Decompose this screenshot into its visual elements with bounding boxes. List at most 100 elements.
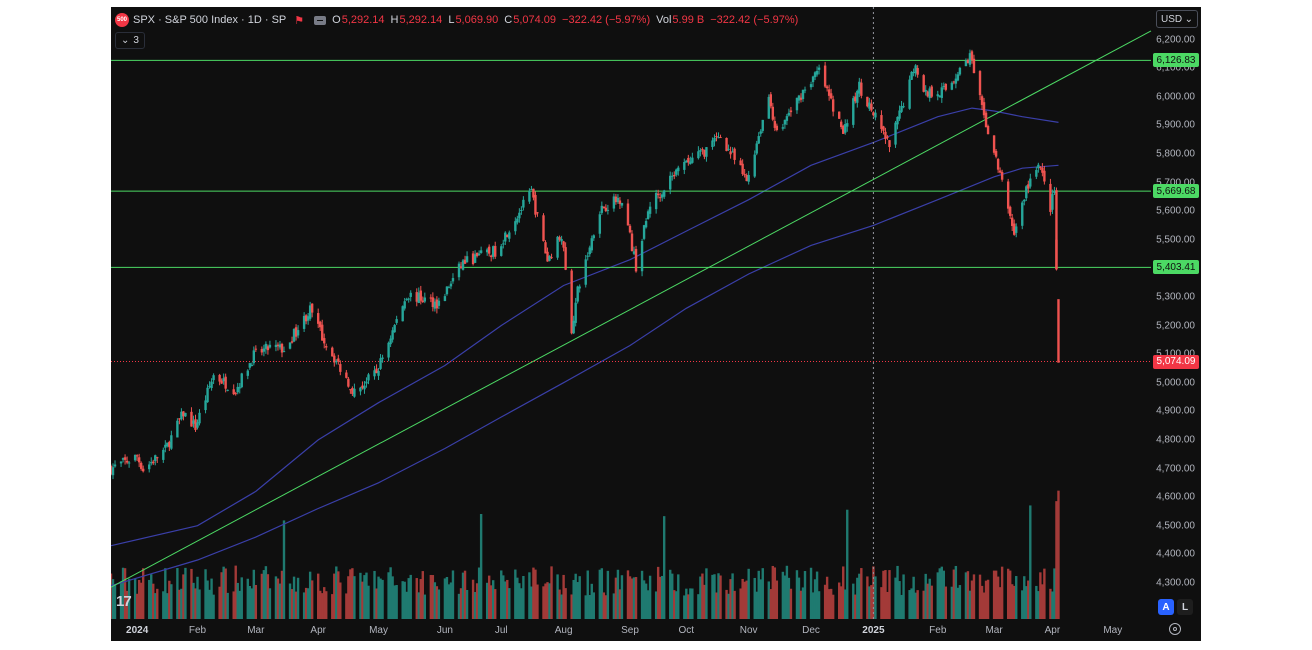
volume-bar [1008, 570, 1012, 619]
volume-bar [449, 582, 453, 619]
candle-body [1025, 186, 1028, 199]
volume-bar [433, 582, 437, 619]
candle [606, 204, 610, 215]
chart-panel[interactable]: 500 SPX · S&P 500 Index · 1D · SP ⚑ O 5,… [111, 7, 1201, 641]
volume-bar [691, 588, 694, 619]
volume-bar [634, 577, 638, 619]
candle [733, 147, 736, 165]
currency-select[interactable]: USD ⌄ [1156, 10, 1198, 28]
candle-body [703, 149, 706, 157]
volume-bar [803, 571, 807, 619]
candle-body [705, 147, 708, 157]
candle [886, 135, 889, 140]
level-price-label[interactable]: 6,126.83 [1153, 53, 1199, 68]
candle [956, 71, 960, 82]
volume-bar [1057, 490, 1060, 619]
candle [381, 354, 384, 363]
time-axis[interactable]: 2024 Feb Mar Apr May Jun Jul Aug Sep Oct Nov Dec 202… [111, 619, 1151, 641]
volume-bar [250, 588, 254, 619]
candle [465, 251, 469, 263]
candle-body [640, 241, 644, 272]
volume-bar [586, 570, 589, 619]
candle-body [743, 174, 746, 176]
volume-bar [701, 573, 704, 619]
candle-body [715, 136, 718, 138]
volume-bar [813, 579, 817, 619]
volume-bar [154, 593, 157, 619]
candle [407, 297, 410, 303]
volume-bar [367, 585, 370, 619]
candle [349, 389, 352, 394]
volume-bar [620, 575, 624, 619]
level-price-label[interactable]: 5,669.68 [1153, 184, 1199, 199]
symbol-title[interactable]: SPX · S&P 500 Index · 1D · SP [133, 14, 287, 26]
volume-bar [111, 579, 115, 619]
eye-icon[interactable] [314, 15, 327, 25]
candle-body [598, 214, 602, 234]
candle [421, 296, 424, 303]
candle-body [502, 243, 505, 245]
level-price-label[interactable]: 5,403.41 [1153, 260, 1199, 275]
volume-bar [528, 572, 531, 619]
time-tick-label: May [369, 625, 388, 636]
candle [429, 294, 433, 303]
indicators-toggle[interactable]: ⌄ 3 [115, 32, 145, 49]
candle [872, 111, 875, 117]
tradingview-logo[interactable]: 17 [116, 593, 132, 610]
volume-bar [886, 591, 889, 619]
volume-bar [856, 577, 859, 619]
candle [888, 140, 891, 153]
candle [846, 119, 849, 132]
candle-body [556, 236, 559, 258]
auto-scale-button[interactable]: A [1158, 599, 1174, 615]
price-axis[interactable]: 4,300.00 4,400.00 4,500.00 4,600.00 4,700.00… [1151, 7, 1201, 619]
current-price-label[interactable]: 5,074.09 [1153, 354, 1199, 369]
volume-bar [423, 594, 427, 619]
candle-body [1023, 199, 1026, 202]
candle [290, 336, 294, 344]
volume-bar [928, 578, 931, 619]
volume-bar [196, 576, 199, 619]
volume-bar [986, 579, 990, 619]
flag-icon[interactable]: ⚑ [294, 14, 305, 27]
moving-average-line-2 [111, 164, 1059, 587]
volume-bar [966, 571, 970, 619]
volume-bar [908, 590, 911, 619]
candle-body [658, 197, 662, 199]
candle [980, 94, 984, 110]
volume-bar [783, 575, 787, 619]
candle-body [747, 175, 750, 182]
candle-body [560, 239, 563, 242]
candle-body [252, 350, 256, 364]
volume-bar [345, 593, 348, 619]
candle [170, 430, 173, 450]
candle-body [574, 302, 577, 323]
candle-body [421, 300, 424, 303]
candle [123, 454, 127, 465]
volume-bar [882, 570, 885, 619]
volume-bar [198, 589, 201, 619]
volume-bar [190, 568, 193, 619]
log-scale-button[interactable]: L [1177, 599, 1193, 615]
candle [556, 235, 559, 260]
open-value: 5,292.14 [341, 14, 385, 26]
candle-body [1041, 167, 1044, 173]
candle-body [302, 315, 306, 329]
symbol-badge[interactable]: 500 [115, 13, 129, 27]
time-tick-label: Nov [739, 625, 758, 636]
candle-body [471, 253, 475, 265]
volume-bar [926, 583, 929, 619]
candle [900, 100, 903, 113]
chart-canvas[interactable] [111, 7, 1201, 641]
candle [182, 411, 185, 421]
candle-body [882, 126, 885, 131]
candle-body [677, 167, 680, 172]
candle [530, 185, 533, 191]
volume-bar [437, 589, 441, 619]
candle-body [542, 215, 545, 242]
settings-icon[interactable] [1169, 623, 1181, 635]
candle-body [632, 251, 636, 254]
volume-bar [1041, 584, 1044, 619]
time-tick-label: May [1103, 625, 1123, 636]
candle [1025, 185, 1028, 202]
